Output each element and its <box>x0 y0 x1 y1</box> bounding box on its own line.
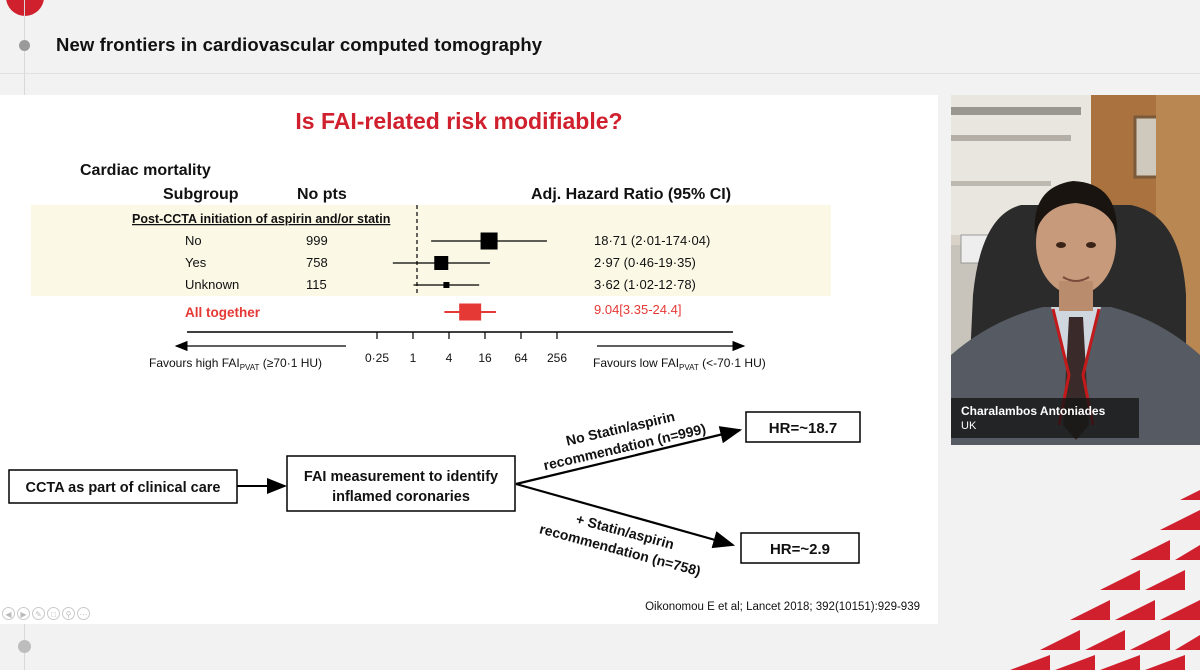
x-tick-label: 4 <box>446 351 453 365</box>
next-slide-icon[interactable]: ▶ <box>17 607 30 620</box>
favours-left-label: Favours high FAIPVAT (≥70·1 HU) <box>149 356 322 372</box>
flow-arrow-lower <box>515 482 736 549</box>
slide-canvas: Is FAI-related risk modifiable? Cardiac … <box>8 108 920 613</box>
col-subgroup: Subgroup <box>163 186 239 203</box>
outcome-label: Cardiac mortality <box>80 162 211 179</box>
slide: Is FAI-related risk modifiable? Cardiac … <box>0 95 938 624</box>
slides-icon[interactable]: □ <box>47 607 60 620</box>
x-axis-ticks: 0·25 1 4 16 64 256 <box>365 332 567 365</box>
decorative-pattern <box>1010 490 1200 670</box>
hr-box-high-text: HR=~18.7 <box>769 420 837 437</box>
session-title: New frontiers in cardiovascular computed… <box>56 34 543 55</box>
speaker-video <box>951 95 1200 445</box>
flow-box-fai <box>286 455 516 512</box>
row-hr-text: 18·71 (2·01-174·04) <box>594 233 710 248</box>
speaker-nameplate: Charalambos Antoniades UK <box>951 398 1139 438</box>
x-tick-label: 64 <box>514 351 528 365</box>
group-header: Post-CCTA initiation of aspirin and/or s… <box>132 212 390 226</box>
slide-title: Is FAI-related risk modifiable? <box>295 108 622 134</box>
point-yes <box>434 256 449 270</box>
speaker-country: UK <box>961 420 977 432</box>
all-hr-text: 9.04[3.35-24.4] <box>594 302 681 317</box>
slide-toolbar: ◀ ▶ ✎ □ ⚲ ⋯ <box>2 607 90 620</box>
favours-right-label: Favours low FAIPVAT (<-70·1 HU) <box>593 356 766 372</box>
row-n: 999 <box>306 233 328 248</box>
all-label: All together <box>185 305 261 320</box>
citation: Oikonomou E et al; Lancet 2018; 392(1015… <box>645 601 920 613</box>
hr-box-high <box>745 411 861 443</box>
row-n: 758 <box>306 255 328 270</box>
x-tick-label: 256 <box>547 351 567 365</box>
table-shade <box>31 205 831 296</box>
speaker-image <box>951 95 1200 445</box>
col-hr: Adj. Hazard Ratio (95% CI) <box>531 186 731 203</box>
hr-box-low <box>740 532 860 564</box>
col-npts: No pts <box>297 186 347 203</box>
x-tick-label: 1 <box>410 351 417 365</box>
row-n: 115 <box>306 277 327 292</box>
timeline-bullet-bottom <box>18 640 31 653</box>
x-tick-label: 0·25 <box>365 351 389 365</box>
row-label: Unknown <box>185 277 239 292</box>
header-divider <box>0 73 1200 74</box>
more-icon[interactable]: ⋯ <box>77 607 90 620</box>
point-unknown <box>443 282 450 288</box>
brand-dot <box>6 0 44 16</box>
zoom-icon[interactable]: ⚲ <box>62 607 75 620</box>
flow-box-fai-line1: FAI measurement to identify <box>304 469 498 485</box>
row-hr-text: 3·62 (1·02-12·78) <box>594 277 696 292</box>
hr-box-low-text: HR=~2.9 <box>770 541 830 558</box>
flow-box-ccta-text: CCTA as part of clinical care <box>25 480 220 496</box>
row-label: Yes <box>185 255 207 270</box>
flow-box-fai-line2: inflamed coronaries <box>332 489 470 505</box>
point-all <box>459 303 482 321</box>
speaker-name: Charalambos Antoniades <box>961 404 1106 418</box>
prev-slide-icon[interactable]: ◀ <box>2 607 15 620</box>
row-label: No <box>185 233 202 248</box>
flow-box-ccta <box>8 469 238 504</box>
pen-icon[interactable]: ✎ <box>32 607 45 620</box>
flow-arrow-upper <box>515 426 743 486</box>
row-hr-text: 2·97 (0·46-19·35) <box>594 255 696 270</box>
timeline-bullet <box>19 40 30 51</box>
point-no <box>480 232 498 250</box>
x-tick-label: 16 <box>478 351 492 365</box>
